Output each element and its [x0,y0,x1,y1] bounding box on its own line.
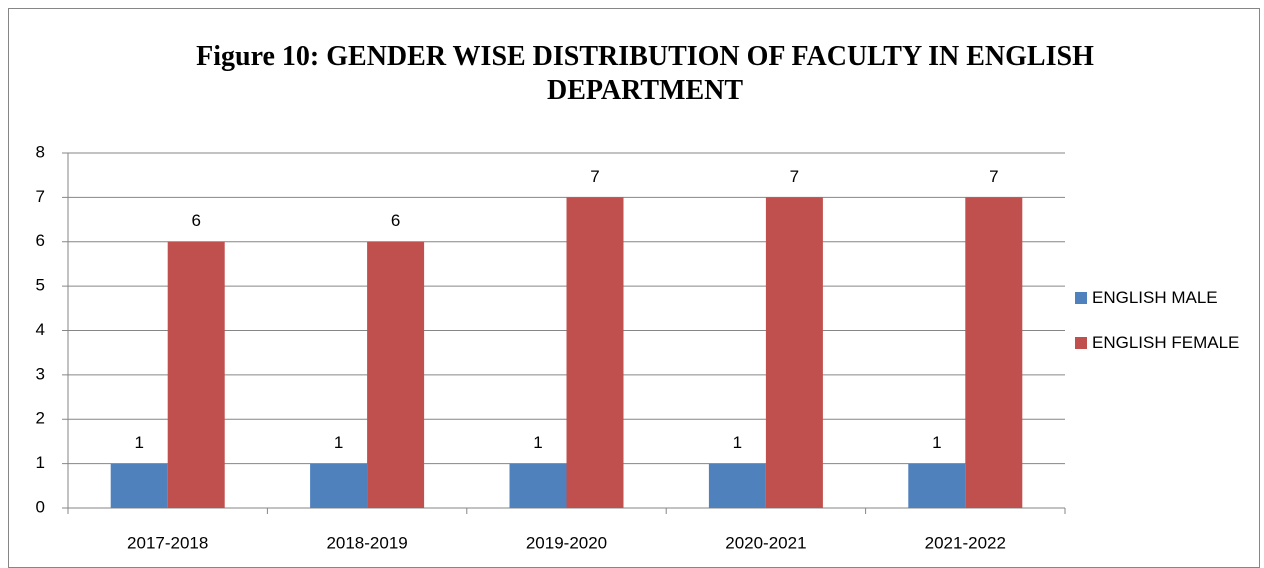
legend-label: ENGLISH MALE [1092,288,1218,307]
data-label: 6 [391,211,400,230]
bar [509,463,567,508]
data-label: 1 [932,433,941,452]
bar [367,241,425,508]
y-tick-label: 2 [36,409,45,428]
x-tick-label: 2020-2021 [725,533,806,552]
y-tick-label: 7 [36,187,45,206]
y-tick-label: 5 [36,276,45,295]
x-tick-label: 2019-2020 [526,533,607,552]
data-label: 1 [733,433,742,452]
x-tick-label: 2018-2019 [326,533,407,552]
data-label: 6 [191,211,200,230]
y-tick-label: 6 [36,231,45,250]
data-label: 1 [533,433,542,452]
x-tick-label: 2017-2018 [127,533,208,552]
x-tick-label: 2021-2022 [925,533,1006,552]
y-tick-label: 0 [36,497,45,516]
bar [708,463,766,508]
bar [310,463,368,508]
data-label: 7 [989,167,998,186]
data-label: 7 [590,167,599,186]
legend-swatch [1075,337,1087,349]
bar [167,241,225,508]
bar [908,463,966,508]
legend-label: ENGLISH FEMALE [1092,333,1240,352]
chart-title: Figure 10: GENDER WISE DISTRIBUTION OF F… [196,41,1094,106]
data-label: 7 [790,167,799,186]
data-label: 1 [134,433,143,452]
y-tick-label: 3 [36,364,45,383]
y-tick-label: 8 [36,142,45,161]
y-tick-label: 4 [36,320,45,339]
bar [765,197,823,508]
bar [110,463,168,508]
bar [566,197,624,508]
bar [965,197,1023,508]
y-tick-label: 1 [36,453,45,472]
data-label: 1 [334,433,343,452]
legend-swatch [1075,292,1087,304]
